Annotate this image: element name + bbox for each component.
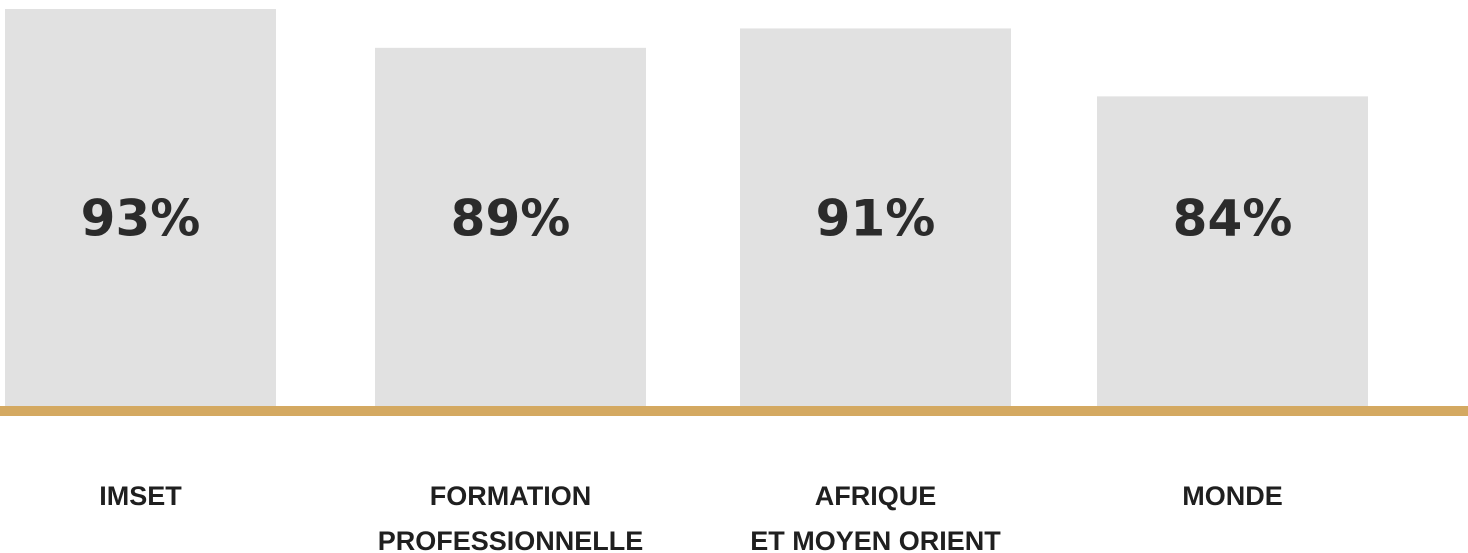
category-label: FORMATION PROFESSIONNELLE [377, 481, 644, 553]
value-label: 89% [451, 190, 571, 248]
bar [375, 47, 646, 407]
bar [740, 28, 1011, 407]
bar [1097, 96, 1368, 408]
category-label: AFRIQUE ET MOYEN ORIENT [750, 481, 1001, 553]
category-label: IMSET [99, 481, 182, 511]
bar [5, 9, 276, 407]
baseline [0, 406, 1468, 416]
value-label: 84% [1173, 190, 1293, 248]
value-label: 93% [81, 190, 201, 248]
category-label: MONDE [1182, 481, 1283, 511]
value-label: 91% [816, 190, 936, 248]
